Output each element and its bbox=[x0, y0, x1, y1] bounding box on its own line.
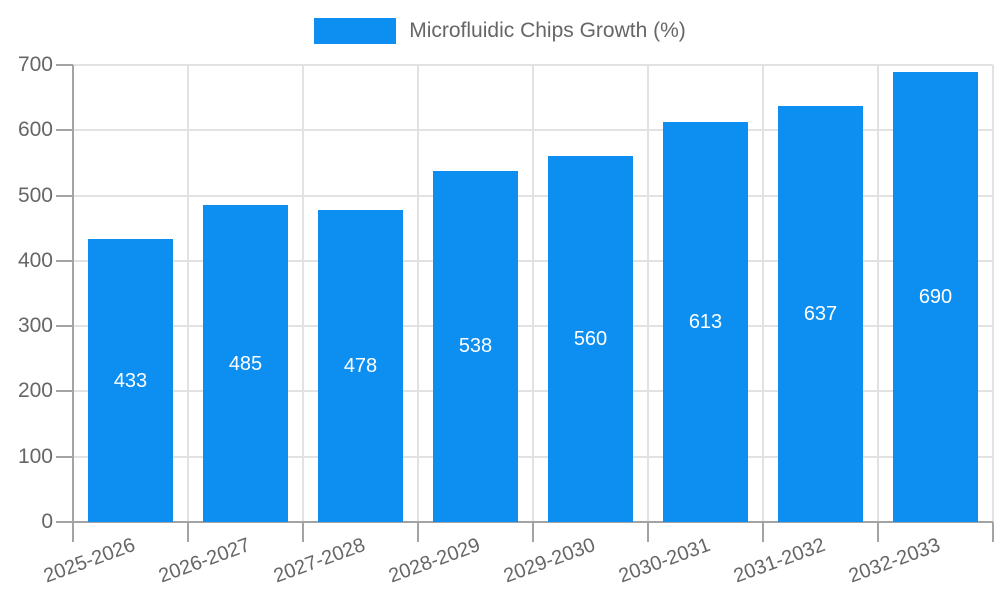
y-tick-label: 0 bbox=[41, 510, 53, 533]
y-tick-label: 300 bbox=[17, 314, 53, 338]
x-tick-label: 2029-2030 bbox=[500, 534, 599, 588]
x-axis-tick bbox=[877, 522, 879, 542]
gridline-vertical bbox=[417, 65, 419, 522]
bar-value-label: 433 bbox=[113, 369, 148, 392]
x-tick-label: 2031-2032 bbox=[730, 534, 829, 588]
x-tick-label: 2025-2026 bbox=[40, 534, 139, 588]
y-tick-label: 500 bbox=[17, 183, 53, 207]
gridline-vertical bbox=[762, 65, 764, 522]
x-axis-tick bbox=[302, 522, 304, 542]
bar[interactable] bbox=[433, 170, 518, 522]
x-axis-tick bbox=[992, 522, 994, 542]
gridline-vertical bbox=[647, 65, 649, 522]
bar[interactable] bbox=[663, 121, 748, 522]
y-tick-label: 400 bbox=[17, 248, 53, 272]
bar-value-label: 613 bbox=[688, 310, 723, 333]
y-tick-label: 700 bbox=[17, 53, 53, 76]
y-axis-line bbox=[72, 65, 74, 522]
x-axis-tick bbox=[647, 522, 649, 542]
bar-value-label: 637 bbox=[803, 303, 838, 326]
bar[interactable] bbox=[318, 209, 403, 522]
x-axis-tick bbox=[762, 522, 764, 542]
y-tick-label: 600 bbox=[17, 118, 53, 142]
bar-value-label: 690 bbox=[918, 285, 953, 308]
gridline-vertical bbox=[992, 65, 994, 522]
y-axis-tick bbox=[56, 521, 73, 523]
x-axis-tick bbox=[187, 522, 189, 542]
y-axis-tick bbox=[56, 390, 73, 393]
x-axis-tick bbox=[417, 522, 419, 542]
y-axis-tick bbox=[56, 64, 73, 66]
bar[interactable] bbox=[778, 106, 863, 522]
x-tick-label: 2032-2033 bbox=[845, 534, 944, 588]
y-axis-tick bbox=[56, 194, 73, 197]
bar-value-label: 538 bbox=[458, 335, 493, 358]
legend-label[interactable]: Microfluidic Chips Growth (%) bbox=[409, 19, 686, 42]
bar[interactable] bbox=[88, 239, 173, 522]
gridline-vertical bbox=[302, 65, 304, 522]
y-axis-tick bbox=[56, 455, 73, 458]
x-axis-tick bbox=[532, 522, 534, 542]
gridline-vertical bbox=[187, 65, 189, 522]
bar[interactable] bbox=[548, 156, 633, 522]
y-axis-tick bbox=[56, 259, 73, 262]
x-tick-label: 2026-2027 bbox=[155, 534, 254, 588]
x-tick-label: 2027-2028 bbox=[270, 534, 369, 588]
bar-value-label: 485 bbox=[228, 352, 263, 375]
y-tick-label: 200 bbox=[17, 379, 53, 403]
legend: Microfluidic Chips Growth (%) bbox=[0, 14, 1000, 48]
gridline-vertical bbox=[532, 65, 534, 522]
legend-swatch[interactable] bbox=[314, 18, 397, 44]
y-tick-label: 100 bbox=[17, 444, 53, 468]
bar[interactable] bbox=[203, 205, 288, 522]
x-axis-line bbox=[72, 521, 993, 523]
x-tick-label: 2028-2029 bbox=[385, 534, 484, 588]
gridline-vertical bbox=[877, 65, 879, 522]
y-axis-tick bbox=[56, 129, 73, 132]
x-tick-label: 2030-2031 bbox=[615, 534, 714, 588]
x-axis-tick bbox=[72, 522, 74, 542]
y-axis-tick bbox=[56, 325, 73, 328]
bar-value-label: 478 bbox=[343, 354, 378, 377]
bar[interactable] bbox=[893, 71, 978, 522]
bar-value-label: 560 bbox=[573, 328, 608, 351]
